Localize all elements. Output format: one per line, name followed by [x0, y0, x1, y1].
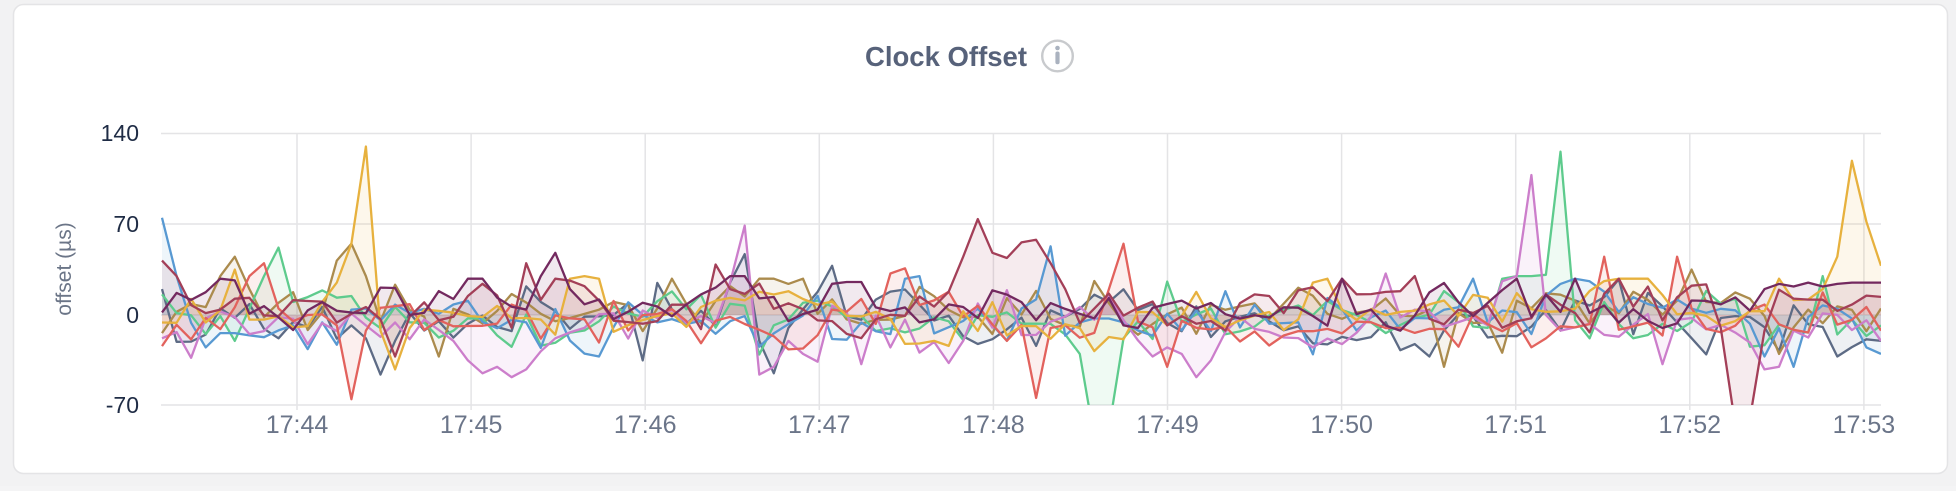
svg-text:17:44: 17:44: [266, 411, 329, 439]
svg-text:140: 140: [101, 120, 139, 146]
svg-text:17:45: 17:45: [440, 411, 503, 439]
svg-text:offset (µs): offset (µs): [53, 222, 76, 315]
svg-text:-70: -70: [106, 392, 139, 418]
svg-text:0: 0: [126, 302, 139, 328]
svg-text:17:49: 17:49: [1136, 411, 1199, 439]
svg-text:70: 70: [113, 211, 139, 237]
svg-text:17:53: 17:53: [1833, 411, 1896, 439]
svg-text:17:46: 17:46: [614, 411, 677, 439]
svg-text:17:51: 17:51: [1484, 411, 1547, 439]
svg-text:17:50: 17:50: [1310, 411, 1373, 439]
svg-text:17:47: 17:47: [788, 411, 851, 439]
svg-text:17:48: 17:48: [962, 411, 1025, 439]
svg-text:Clock Offset: Clock Offset: [865, 41, 1027, 72]
svg-text:17:52: 17:52: [1659, 411, 1722, 439]
